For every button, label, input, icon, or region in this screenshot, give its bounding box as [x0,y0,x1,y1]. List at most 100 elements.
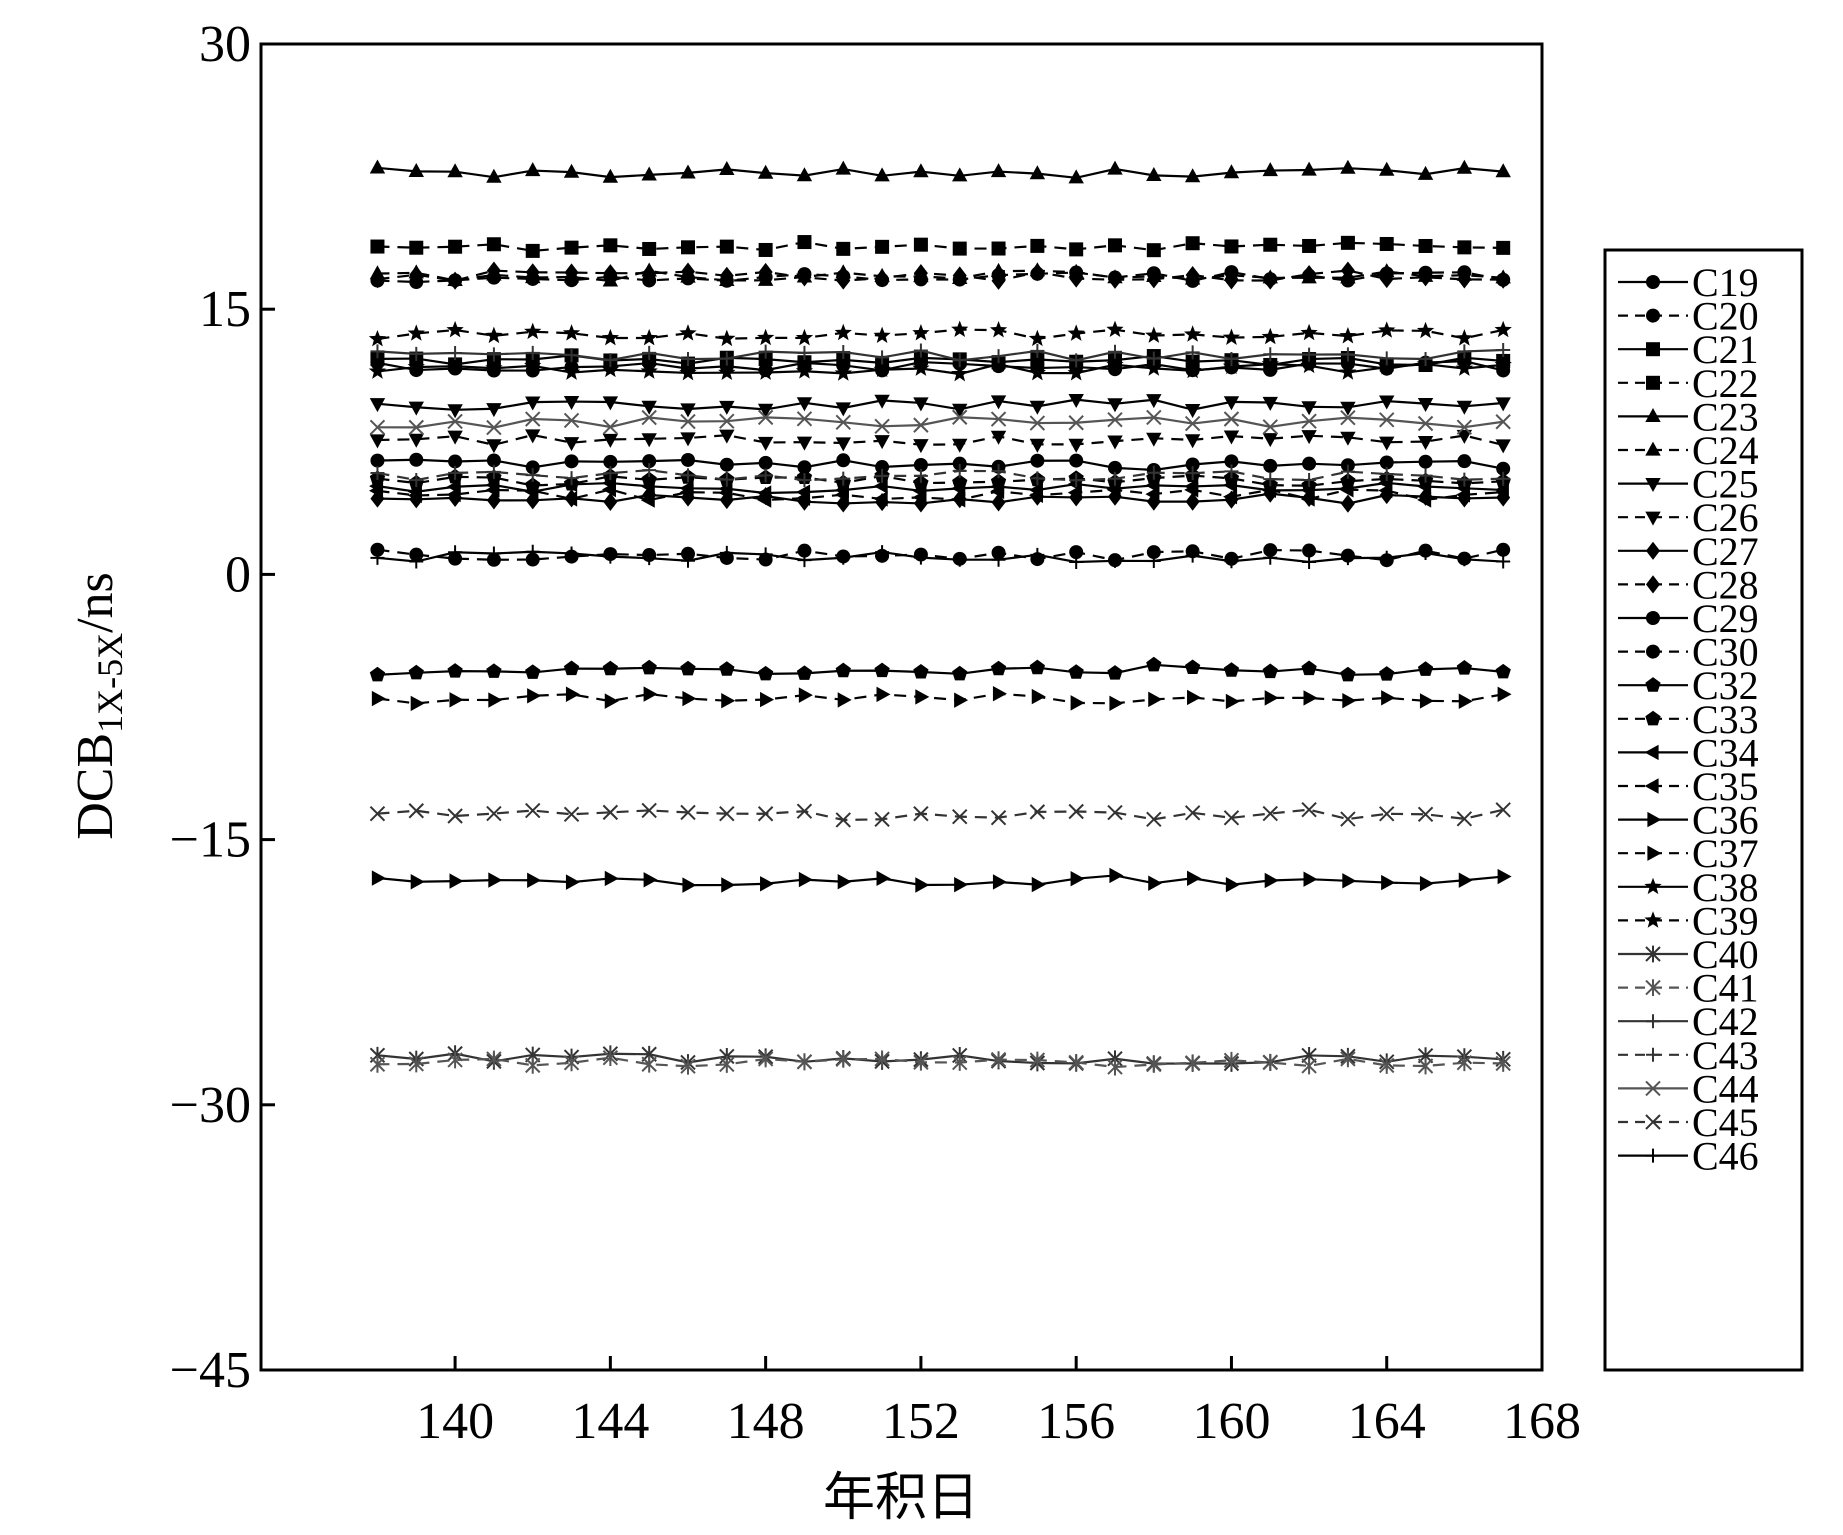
data-point-marker [1456,660,1473,675]
data-point-marker [1187,870,1202,886]
data-point-marker [369,1055,386,1073]
data-point-marker [1069,269,1084,288]
data-point-marker [719,429,735,444]
data-point-marker [837,692,852,708]
data-point-marker [991,349,1006,364]
data-point-marker [719,545,734,560]
data-point-marker [1146,656,1162,672]
data-point-marker [875,350,890,365]
data-point-marker [1261,482,1276,498]
x-tick-label: 160 [1192,1393,1270,1450]
data-point-marker [1497,686,1512,702]
data-point-marker [602,1049,619,1067]
data-point-marker [1646,375,1660,390]
data-point-marker [876,686,891,703]
data-point-marker [1302,473,1317,488]
data-point-marker [836,453,851,468]
data-point-marker [642,454,657,469]
data-point-marker [1301,660,1317,676]
data-point-marker [1185,492,1200,511]
data-point-marker [796,411,813,427]
x-tick-label: 152 [882,1393,960,1450]
data-point-marker [952,1054,968,1071]
data-point-marker [564,454,579,469]
data-point-marker [835,160,851,175]
data-point-marker [1645,979,1661,996]
data-point-marker [1224,271,1239,290]
y-axis-title-main: DCB [67,733,124,840]
data-point-marker [954,692,969,708]
data-point-marker [1496,270,1511,289]
data-point-marker [1378,482,1393,499]
data-point-marker [990,660,1007,676]
data-point-marker [564,348,579,363]
data-point-marker [719,490,734,510]
data-point-marker [564,263,579,282]
data-point-marker [1418,454,1433,469]
data-point-marker [525,243,540,258]
legend-label: C20 [1692,294,1759,339]
data-point-marker [719,457,734,472]
data-point-marker [1068,438,1084,453]
data-point-marker [1146,270,1161,289]
data-point-marker [836,550,851,565]
data-point-marker [1263,458,1278,473]
data-point-marker [1261,355,1279,372]
data-point-marker [1263,543,1278,558]
data-point-marker [1146,166,1162,181]
data-point-marker [603,549,618,564]
data-point-marker [602,396,619,411]
legend-entry: C42 [1618,999,1759,1044]
series-line [377,1056,1504,1069]
legend-label: C41 [1692,966,1759,1011]
y-tick-label: −30 [170,1077,251,1134]
data-point-marker [1457,344,1472,359]
legend-label: C44 [1692,1066,1759,1111]
legend-label: C39 [1692,898,1759,943]
data-point-marker [447,413,463,430]
data-point-marker [602,168,619,183]
data-point-marker [1146,432,1162,447]
data-point-marker [409,452,424,467]
data-point-marker [448,239,463,254]
data-point-marker [1381,874,1396,891]
data-point-marker [1029,415,1046,431]
legend-label: C45 [1692,1100,1759,1145]
data-point-marker [1418,468,1433,483]
data-point-marker [1645,710,1661,726]
data-point-marker [1031,688,1046,705]
data-point-marker [1340,666,1356,682]
data-point-marker [525,468,540,483]
data-point-marker [1107,160,1123,175]
data-point-marker [1223,164,1240,179]
data-point-marker [951,492,966,508]
data-point-marker [758,352,773,367]
data-point-marker [1496,542,1511,557]
data-point-marker [1456,419,1473,435]
legend-entry: C26 [1618,495,1759,540]
data-point-marker [1645,408,1661,422]
legend-entry: C35 [1618,764,1759,809]
data-point-marker [409,265,424,284]
data-point-marker [370,550,385,565]
series-C34 [369,475,1509,501]
data-point-marker [527,688,542,704]
data-point-marker [564,240,579,255]
data-point-marker [758,468,773,483]
legend-entry: C25 [1618,462,1759,507]
legend-label: C43 [1692,1033,1759,1078]
data-point-marker [952,665,968,681]
data-point-marker [485,482,500,498]
data-point-marker [641,409,657,426]
data-point-marker [952,409,968,425]
plot-area-frame [259,42,1544,1372]
data-point-marker [758,547,773,562]
series-C43 [370,463,1511,488]
data-point-marker [952,456,967,471]
data-point-marker [1455,487,1470,503]
data-point-marker [1184,404,1201,419]
data-point-marker [798,687,813,703]
data-point-marker [1340,347,1355,362]
data-point-marker [873,491,888,507]
data-point-marker [1262,419,1278,435]
